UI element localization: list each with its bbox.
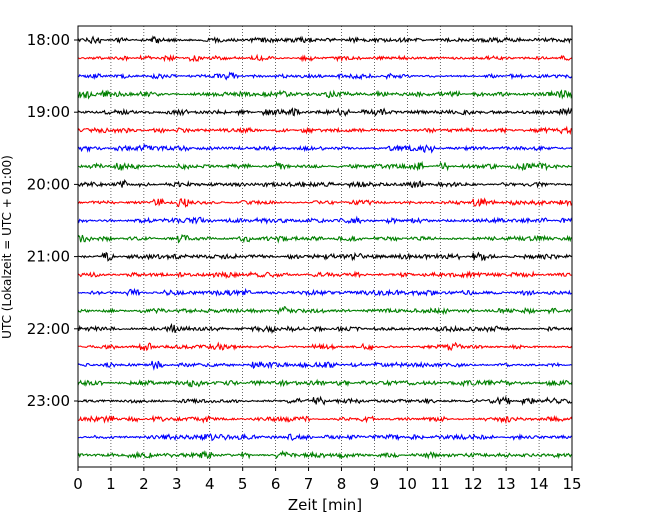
x-tick-label: 9 — [370, 475, 380, 493]
seismogram-trace — [77, 251, 573, 262]
x-axis: 0 1 2 3 4 5 6 7 8 9 10 11 12 13 14 15 — [73, 467, 582, 493]
x-tick-label: 10 — [398, 475, 417, 493]
x-tick-label: 6 — [271, 475, 281, 493]
seismogram-trace — [77, 71, 573, 81]
x-axis-label: Zeit [min] — [288, 496, 362, 514]
y-tick-label: 22:00 — [27, 320, 70, 338]
seismogram-trace — [77, 378, 573, 388]
y-axis: 18:00 19:00 20:00 21:00 22:00 23:00 — [27, 31, 78, 410]
seismogram-trace — [77, 197, 573, 208]
seismogram-trace — [77, 341, 573, 352]
x-tick-label: 7 — [304, 475, 314, 493]
x-tick-label: 5 — [238, 475, 248, 493]
y-tick-label: 20:00 — [27, 175, 70, 193]
seismogram-trace — [77, 287, 573, 297]
seismogram-trace — [77, 360, 573, 371]
seismogram-trace — [77, 395, 573, 406]
x-tick-label: 0 — [73, 475, 83, 493]
x-tick-label: 4 — [205, 475, 215, 493]
y-tick-label: 19:00 — [27, 103, 70, 121]
seismogram-trace — [77, 35, 573, 45]
seismogram-trace — [77, 53, 573, 63]
x-tick-label: 1 — [106, 475, 116, 493]
seismogram-trace — [77, 306, 573, 316]
y-tick-label: 21:00 — [27, 248, 70, 266]
x-tick-label: 12 — [464, 475, 483, 493]
seismogram-trace — [77, 233, 573, 244]
y-tick-label: 18:00 — [27, 31, 70, 49]
x-tick-label: 3 — [172, 475, 182, 493]
seismogram-trace — [77, 270, 573, 280]
seismogram-trace — [77, 160, 573, 172]
seismogram-trace — [77, 142, 573, 154]
x-tick-label: 14 — [530, 475, 549, 493]
seismogram-trace — [77, 450, 573, 460]
x-tick-label: 15 — [562, 475, 581, 493]
y-tick-label: 23:00 — [27, 392, 70, 410]
trace-layer — [77, 35, 573, 460]
x-tick-label: 13 — [497, 475, 516, 493]
seismogram-trace — [77, 414, 573, 425]
plot-frame — [77, 25, 573, 468]
x-tick-label: 11 — [431, 475, 450, 493]
seismogram-trace — [77, 125, 573, 135]
x-tick-label: 2 — [139, 475, 149, 493]
seismogram-trace — [77, 89, 573, 100]
seismogram-trace — [77, 322, 573, 334]
seismogram-trace — [77, 179, 573, 189]
seismogram-trace — [77, 215, 573, 225]
y-axis-label: UTC (Lokalzeit = UTC + 01:00) — [0, 155, 14, 339]
seismogram-trace — [77, 433, 573, 442]
x-tick-label: 8 — [337, 475, 347, 493]
seismogram-trace — [77, 107, 573, 117]
